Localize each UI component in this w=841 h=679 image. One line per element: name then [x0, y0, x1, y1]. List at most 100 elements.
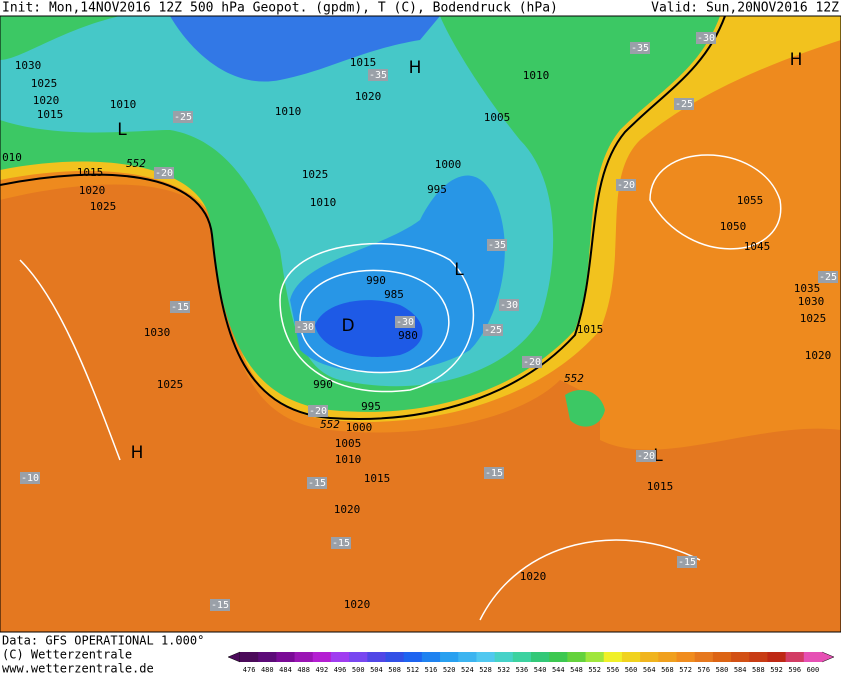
colorbar-label: 560 — [625, 666, 638, 674]
temperature-label-box — [499, 299, 519, 311]
temperature-label-box — [154, 167, 174, 179]
colorbar-label: 600 — [807, 666, 820, 674]
colorbar-swatch — [531, 652, 550, 662]
colorbar-swatch — [712, 652, 732, 662]
pressure-label: 995 — [361, 400, 381, 413]
pressure-label: 1010 — [335, 453, 362, 466]
pressure-label: 1020 — [520, 570, 547, 583]
colorbar-label: 540 — [534, 666, 547, 674]
pressure-label: 010 — [2, 151, 22, 164]
pressure-label: 1025 — [800, 312, 827, 325]
colorbar-swatch — [494, 652, 514, 662]
colorbar-label: 492 — [316, 666, 329, 674]
temperature-label-box — [368, 69, 388, 81]
temperature-label-box — [395, 316, 415, 328]
temperature-label: -25 — [675, 99, 693, 110]
colorbar-swatch — [385, 652, 405, 662]
temperature-label: -35 — [369, 70, 387, 81]
temperature-label-box — [818, 271, 838, 283]
isobar — [19, 259, 701, 621]
colorbar-arrow-left — [227, 651, 241, 663]
pressure-label: 1010 — [275, 105, 302, 118]
colorbar-swatch — [421, 652, 441, 662]
colorbar-swatch — [567, 652, 587, 662]
pressure-label: 1000 — [346, 421, 373, 434]
colorbar-label: 548 — [570, 666, 583, 674]
colorbar-label: 584 — [734, 666, 747, 674]
deep-low — [315, 300, 423, 357]
valid-text: Valid: Sun,20NOV2016 12Z — [651, 1, 839, 16]
pressure-label: 1020 — [79, 184, 106, 197]
pressure-label: 980 — [398, 329, 418, 342]
pressure-label: 1030 — [798, 295, 825, 308]
colorbar-swatch — [294, 652, 314, 662]
colorbar-swatch — [240, 652, 259, 662]
colorbar-arrow-right — [821, 651, 835, 663]
colorbar-swatch — [749, 652, 768, 662]
colorbar-label: 484 — [279, 666, 292, 674]
colorbar: 476 480 484 488 492 496 500 504 508 512 516 520 524 5… — [227, 651, 835, 674]
colorbar-swatch — [476, 652, 496, 662]
pressure-label: 1015 — [364, 472, 391, 485]
colorbar-label: 596 — [788, 666, 801, 674]
colorbar-swatch — [403, 652, 423, 662]
colorbar-swatch — [440, 652, 459, 662]
colorbar-swatch — [349, 652, 368, 662]
pressure-label: 995 — [427, 183, 447, 196]
colorbar-swatch — [676, 652, 696, 662]
colorbar-label: 504 — [370, 666, 383, 674]
pressure-label: 1010 — [310, 196, 337, 209]
pressure-label: 1015 — [647, 480, 674, 493]
pressure-label: 1005 — [335, 437, 362, 450]
colorbar-label: 588 — [752, 666, 765, 674]
colorbar-label: 500 — [352, 666, 365, 674]
temperature-label-box — [295, 321, 315, 333]
pressure-center: L — [117, 120, 127, 140]
colorbar-label: 520 — [443, 666, 456, 674]
pressure-label: 1030 — [144, 326, 171, 339]
pressure-label: 1025 — [90, 200, 117, 213]
colorbar-swatch — [621, 652, 641, 662]
temperature-label-box — [636, 450, 656, 462]
colorbar-swatch — [549, 652, 568, 662]
temperature-label: -15 — [211, 600, 229, 611]
colorbar-swatch — [785, 652, 805, 662]
map-title: 500 hPa Geopot. (gpdm), T (C), Bodendruc… — [190, 1, 558, 16]
colorbar-label: 556 — [607, 666, 620, 674]
temperature-label: -20 — [637, 451, 655, 462]
colorbar-swatch — [640, 652, 659, 662]
map-frame — [0, 15, 841, 633]
pressure-label: 1020 — [334, 503, 361, 516]
pressure-label: 1015 — [77, 166, 104, 179]
pressure-label: 1020 — [805, 349, 832, 362]
temperature-label: -15 — [485, 468, 503, 479]
temperature-label: -35 — [631, 43, 649, 54]
temperature-label: -25 — [174, 112, 192, 123]
colorbar-swatch — [458, 652, 477, 662]
pressure-label: 1015 — [350, 56, 377, 69]
colorbar-label: 508 — [388, 666, 401, 674]
colorbar-label: 568 — [661, 666, 674, 674]
temperature-label: -15 — [678, 557, 696, 568]
colorbar-swatch — [585, 652, 605, 662]
pressure-label: 985 — [384, 288, 404, 301]
temperature-label-box — [331, 537, 351, 549]
colorbar-label: 592 — [770, 666, 783, 674]
pressure-label: 1000 — [435, 158, 462, 171]
temperature-label-box — [308, 405, 328, 417]
temperature-label-box — [522, 356, 542, 368]
temperature-label-box — [483, 324, 503, 336]
colorbar-swatch — [658, 652, 677, 662]
pressure-center: L — [454, 260, 464, 280]
pressure-center: L — [653, 446, 663, 466]
pressure-label: 1015 — [37, 108, 64, 121]
colorbar-label: 496 — [334, 666, 347, 674]
colorbar-label: 524 — [461, 666, 474, 674]
colorbar-swatch — [731, 652, 750, 662]
temperature-label-box — [677, 556, 697, 568]
pressure-label: 990 — [313, 378, 333, 391]
colorbar-label: 488 — [297, 666, 310, 674]
isobar — [279, 154, 782, 393]
colorbar-label: 532 — [497, 666, 510, 674]
